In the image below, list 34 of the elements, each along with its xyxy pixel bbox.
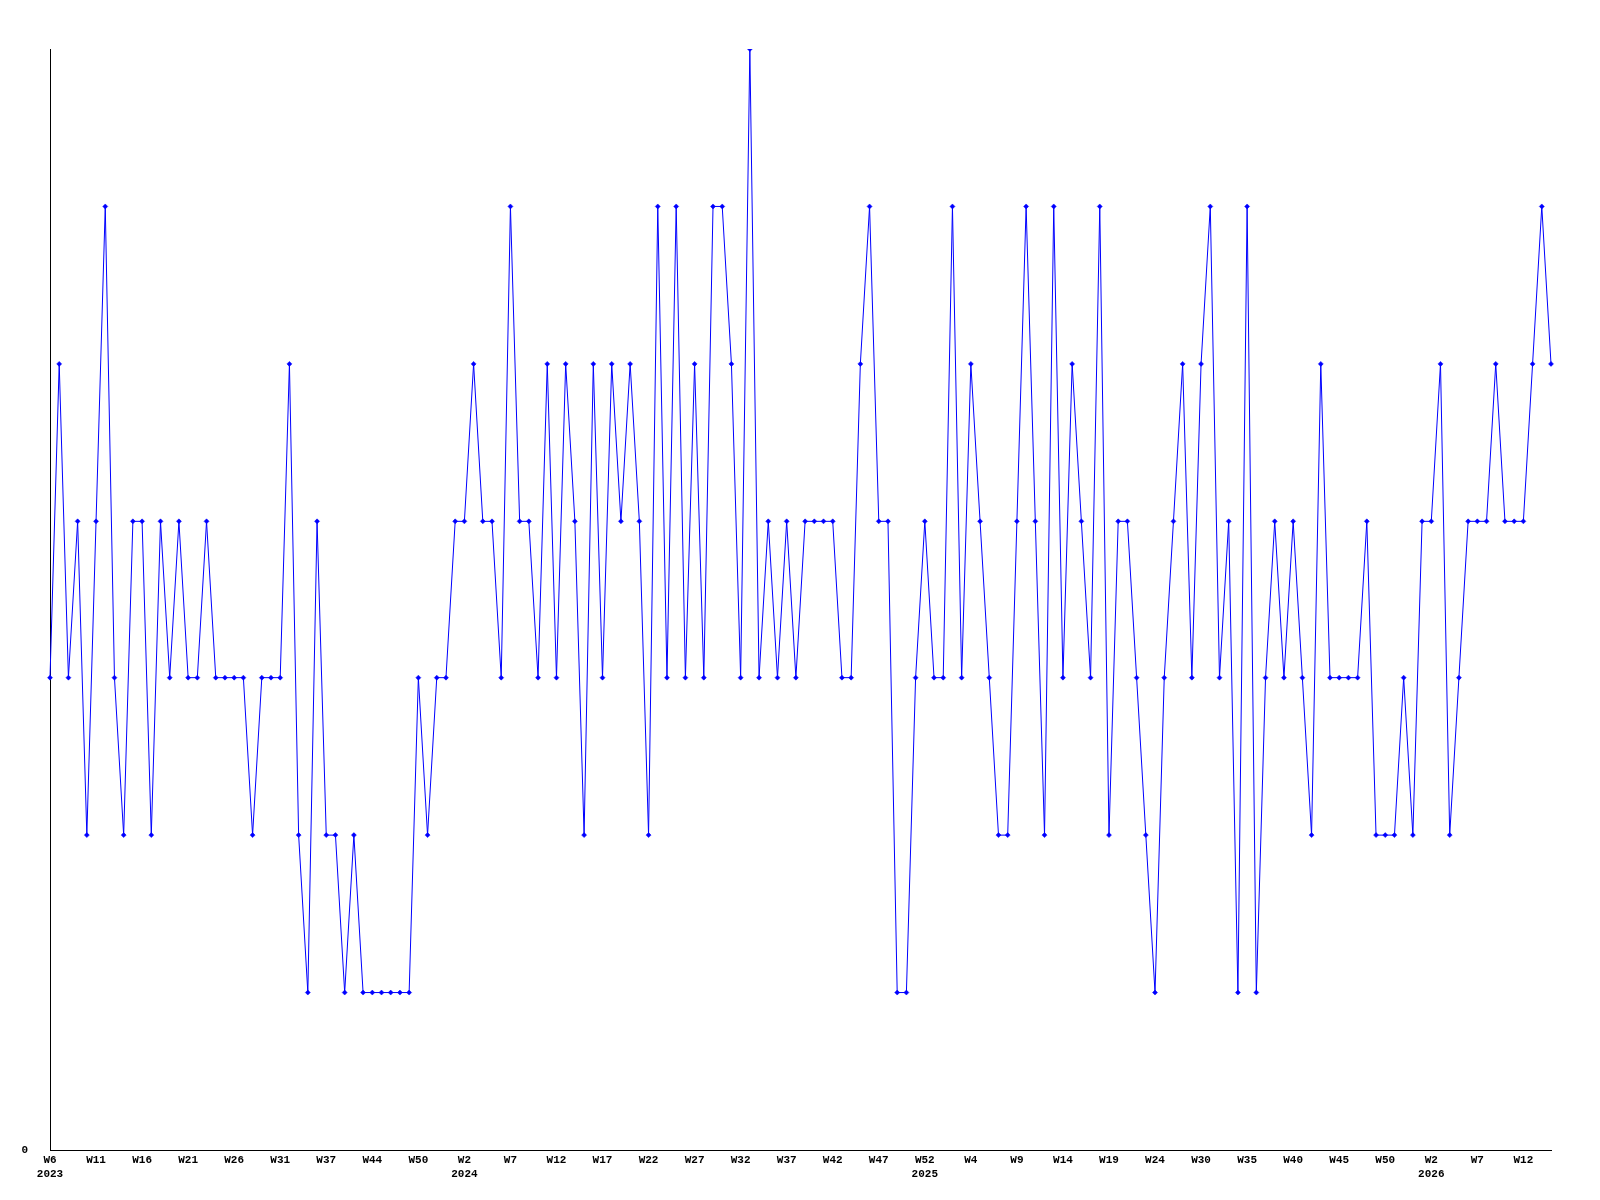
x-tick-label: W9 [1010,1154,1024,1167]
x-tick-label: W52 2025 [911,1154,939,1180]
x-tick-label: W35 [1237,1154,1258,1167]
x-tick-label: W24 [1145,1154,1166,1167]
x-tick-label: W16 [132,1154,152,1167]
x-tick-label: W4 [964,1154,978,1167]
x-tick-label: W11 [86,1154,107,1167]
x-tick-label: W37 [316,1154,337,1167]
x-tick-label: W45 [1329,1154,1350,1167]
x-tick-label: W32 [730,1154,751,1167]
x-tick-label: W2 2026 [1418,1154,1445,1180]
x-tick-label: W31 [270,1154,291,1167]
text: 0 [21,1143,28,1156]
x-tick-label: W21 [178,1154,199,1167]
x-tick-label: W30 [1191,1154,1211,1167]
x-tick-label: W37 [776,1154,797,1167]
x-tick-label: W42 [822,1154,843,1167]
x-tick-label: W17 [592,1154,613,1167]
x-tick-label: W26 [224,1154,245,1167]
x-tick-label: W2 2024 [451,1154,478,1180]
x-tick-label: W27 [684,1154,705,1167]
x-tick-label: W6 2023 [36,1154,64,1180]
x-tick-label: W7 [1470,1154,1484,1167]
x-tick-label: W40 [1283,1154,1304,1167]
x-tick-label: W22 [638,1154,659,1167]
x-tick-label: W19 [1099,1154,1119,1167]
x-tick-label: W12 [1513,1154,1534,1167]
x-tick-label: W44 [362,1154,383,1167]
x-tick-label: W7 [503,1154,518,1167]
x-tick-label: W12 [546,1154,567,1167]
x-tick-label: W14 [1053,1154,1074,1167]
x-tick-label: W50 [408,1154,429,1167]
x-tick-label: W47 [868,1154,889,1167]
x-tick-label: W50 [1375,1154,1396,1167]
